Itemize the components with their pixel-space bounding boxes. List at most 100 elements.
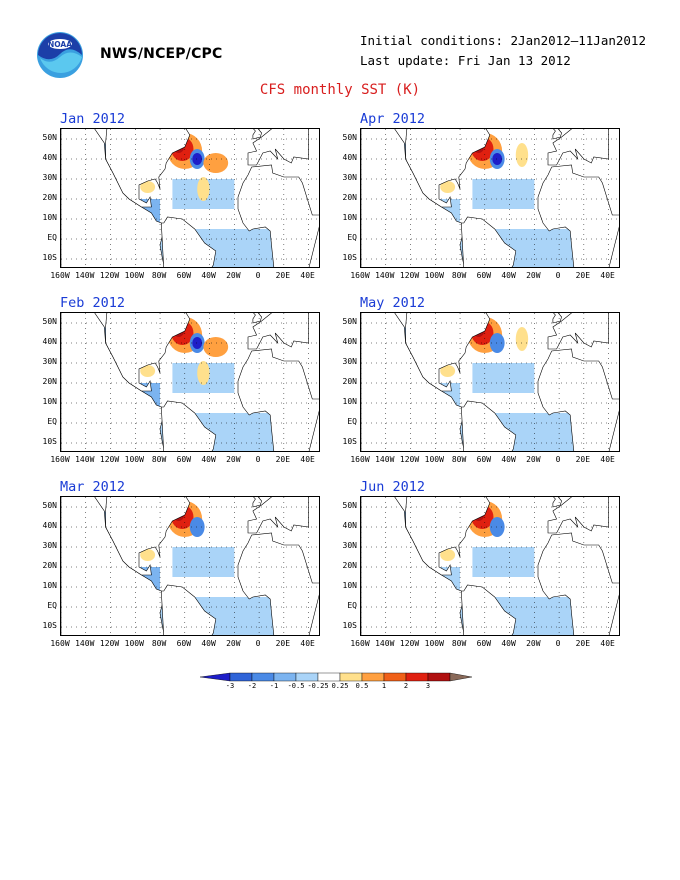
colorbar-tick-label: -1 [269, 682, 279, 690]
last-update-text: Last update: Fri Jan 13 2012 [360, 53, 571, 68]
longitude-tick-label: 40E [600, 271, 615, 280]
latitude-tick-label: 10N [42, 397, 57, 406]
longitude-tick-label: 0 [555, 639, 561, 648]
longitude-tick-label: 160W [50, 639, 70, 648]
longitude-tick-label: 20W [526, 455, 541, 464]
longitude-tick-label: 120W [399, 455, 420, 464]
longitude-tick-label: 20W [226, 455, 241, 464]
longitude-tick-label: 20E [575, 639, 591, 648]
latitude-tick-label: 10S [342, 621, 357, 630]
longitude-tick-label: 0 [555, 271, 561, 280]
longitude-tick-label: 40E [600, 455, 615, 464]
longitude-tick-label: 160W [350, 455, 370, 464]
colorbar-swatch [361, 672, 385, 682]
longitude-tick-label: 20W [226, 271, 241, 280]
latitude-tick-label: 30N [342, 357, 357, 366]
longitude-tick-label: 160W [50, 271, 70, 280]
longitude-tick-label: 20W [526, 271, 541, 280]
longitude-tick-label: 120W [99, 455, 120, 464]
colorbar-swatch [405, 672, 429, 682]
latitude-tick-label: EQ [347, 417, 357, 426]
longitude-tick-label: 20E [275, 271, 291, 280]
colorbar-tick-label: 0.25 [331, 682, 349, 690]
latitude-tick-label: 20N [342, 377, 357, 386]
latitude-tick-label: 10S [42, 253, 57, 262]
longitude-tick-label: 40E [600, 639, 615, 648]
latitude-tick-label: 20N [42, 193, 57, 202]
colorbar [200, 672, 473, 682]
longitude-tick-label: 80W [451, 639, 467, 648]
longitude-tick-label: 20W [526, 639, 541, 648]
colorbar-swatch [339, 672, 363, 682]
longitude-tick-label: 140W [375, 639, 395, 648]
longitude-tick-label: 40E [300, 639, 315, 648]
longitude-tick-label: 120W [399, 639, 420, 648]
latitude-tick-label: 50N [342, 133, 357, 142]
longitude-tick-label: 140W [375, 271, 395, 280]
longitude-tick-label: 100W [424, 639, 444, 648]
colorbar-tick-label: -0.25 [307, 682, 329, 690]
colorbar-swatch [383, 672, 407, 682]
latitude-tick-label: 30N [342, 541, 357, 550]
latitude-tick-label: 40N [42, 337, 57, 346]
sst-anomaly-map [60, 496, 320, 636]
latitude-tick-label: 10S [42, 621, 57, 630]
map-panel: Mar 2012 50N 40N 30N 20N 10N EQ 10S 160W 140W 120W… [43, 479, 380, 666]
panel-month-label: Jun 2012 [360, 479, 426, 495]
latitude-tick-label: 50N [42, 317, 57, 326]
latitude-tick-label: 40N [42, 521, 57, 530]
longitude-tick-label: 20W [226, 639, 241, 648]
longitude-tick-label: 40W [201, 639, 216, 648]
longitude-tick-label: 0 [255, 455, 261, 464]
latitude-tick-label: 20N [342, 193, 357, 202]
longitude-tick-label: 160W [50, 455, 70, 464]
map-panel: May 2012 50N 40N 30N 20N 10N EQ 10S 160W 140W 120W… [343, 295, 680, 482]
svg-text:NOAA: NOAA [48, 40, 72, 49]
latitude-tick-label: 50N [42, 501, 57, 510]
longitude-tick-label: 60W [176, 639, 192, 648]
figure-title: CFS monthly SST (K) [259, 82, 421, 98]
latitude-tick-label: 20N [42, 377, 57, 386]
sst-anomaly-map [60, 312, 320, 452]
colorbar-low-triangle [200, 672, 231, 682]
sst-anomaly-map [360, 128, 620, 268]
colorbar-swatch [251, 672, 275, 682]
latitude-tick-label: 50N [342, 317, 357, 326]
longitude-tick-label: 0 [255, 271, 261, 280]
colorbar-swatch [273, 672, 297, 682]
latitude-tick-label: EQ [47, 417, 57, 426]
longitude-tick-label: 40W [501, 455, 516, 464]
longitude-tick-label: 0 [255, 639, 261, 648]
panel-month-label: Mar 2012 [60, 479, 126, 495]
latitude-tick-label: 20N [342, 561, 357, 570]
longitude-tick-label: 0 [555, 455, 561, 464]
latitude-tick-label: EQ [47, 233, 57, 242]
longitude-tick-label: 40W [201, 271, 216, 280]
colorbar-swatch [229, 672, 253, 682]
latitude-tick-label: 50N [342, 501, 357, 510]
latitude-tick-label: 10N [342, 581, 357, 590]
latitude-tick-label: 40N [342, 521, 357, 530]
longitude-tick-label: 60W [476, 455, 492, 464]
longitude-tick-label: 60W [176, 271, 192, 280]
longitude-tick-label: 40E [300, 271, 315, 280]
longitude-tick-label: 140W [75, 271, 95, 280]
latitude-tick-label: 30N [42, 357, 57, 366]
panel-month-label: Apr 2012 [360, 111, 426, 127]
longitude-tick-label: 20E [575, 271, 591, 280]
panel-month-label: Jan 2012 [60, 111, 126, 127]
longitude-tick-label: 140W [375, 455, 395, 464]
sst-anomaly-map [360, 496, 620, 636]
colorbar-tick-label: 2 [403, 682, 409, 690]
colorbar-tick-label: 3 [425, 682, 431, 690]
longitude-tick-label: 80W [451, 271, 467, 280]
longitude-tick-label: 160W [350, 639, 370, 648]
colorbar-tick-label: -2 [247, 682, 257, 690]
latitude-tick-label: 10S [342, 253, 357, 262]
longitude-tick-label: 60W [176, 455, 192, 464]
longitude-tick-label: 160W [350, 271, 370, 280]
longitude-tick-label: 100W [124, 455, 144, 464]
latitude-tick-label: 30N [42, 173, 57, 182]
longitude-tick-label: 40W [201, 455, 216, 464]
latitude-tick-label: 10S [42, 437, 57, 446]
